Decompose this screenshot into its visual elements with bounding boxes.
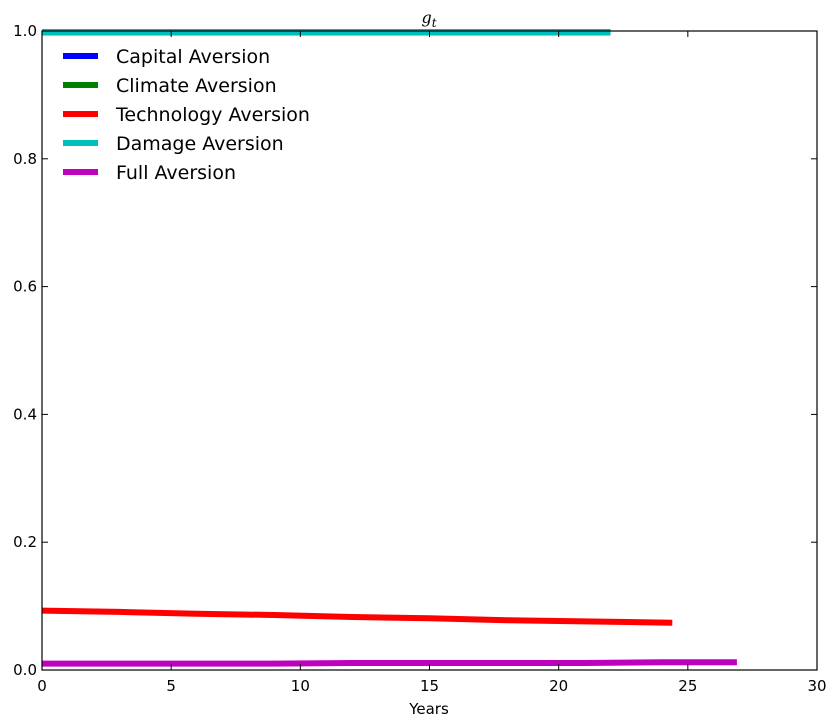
series-line-technology-aversion xyxy=(41,607,673,626)
legend-label: Capital Aversion xyxy=(116,46,270,68)
y-tick-label: 0.8 xyxy=(13,150,37,168)
y-tick-label: 0.6 xyxy=(13,278,37,296)
x-tick-label: 20 xyxy=(549,677,568,695)
labels-layer: 0 5 10 15 20 25 30 0.0 0.2 0.4 0.6 0.8 1.0 xyxy=(13,22,826,695)
x-tick-label: 15 xyxy=(420,677,439,695)
x-tick-label: 25 xyxy=(678,677,697,695)
plot-frame xyxy=(41,30,818,671)
x-tick-label: 0 xyxy=(37,677,47,695)
legend: Capital Aversion Climate Aversion Technolo… xyxy=(63,46,310,184)
chart-title-main: g xyxy=(421,8,431,27)
series-layer xyxy=(41,29,737,667)
series-line-full-aversion xyxy=(42,659,737,667)
legend-label: Full Aversion xyxy=(116,162,236,184)
y-tick-label: 1.0 xyxy=(13,22,37,40)
legend-label: Climate Aversion xyxy=(116,75,277,97)
chart-title: gt xyxy=(421,8,436,30)
x-tick-label: 10 xyxy=(291,677,310,695)
legend-label: Damage Aversion xyxy=(116,133,284,155)
x-axis-label: Years xyxy=(408,700,449,718)
chart-title-subscript: t xyxy=(432,16,437,30)
ticks-layer xyxy=(41,30,818,671)
y-tick-label: 0.0 xyxy=(13,661,37,679)
y-tick-label: 0.4 xyxy=(13,405,37,423)
y-tick-label: 0.2 xyxy=(13,533,37,551)
x-tick-label: 30 xyxy=(807,677,826,695)
x-tick-label: 5 xyxy=(166,677,176,695)
legend-label: Technology Aversion xyxy=(115,104,310,126)
